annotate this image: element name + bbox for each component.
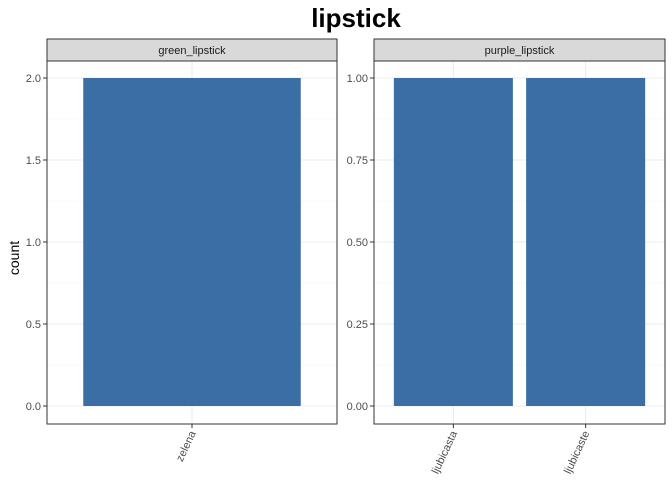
bar-ljubicasta [393,78,513,406]
facet-strip-label: green_lipstick [158,45,226,57]
facet-panel-1: purple_lipstick 0.00 0.25 0.50 0.75 1.00 ljubi… [347,38,666,476]
chart-title: lipstick [311,3,401,33]
bar-ljubicaste [526,78,646,406]
facet-panels: green_lipstick 0.0 0.5 1.0 1.5 2.0 zelena purpl… [26,38,666,476]
panel-border [46,60,338,425]
bar-zelena [83,78,301,406]
panel-border [373,60,666,425]
y-tick-label: 1.5 [26,155,41,167]
y-tick-label: 0.25 [347,319,368,331]
x-tick-label: ljubicaste [562,429,592,476]
y-tick-label: 0.00 [347,401,368,413]
y-tick-label: 0.75 [347,155,368,167]
facet-strip-label: purple_lipstick [485,45,555,57]
facet-panel-0: green_lipstick 0.0 0.5 1.0 1.5 2.0 zelena [26,38,338,464]
x-tick-label: zelena [174,428,199,463]
y-tick-label: 1.0 [26,237,41,249]
y-tick-label: 0.5 [26,319,41,331]
y-tick-label: 1.00 [347,73,368,85]
y-tick-label: 0.0 [26,401,41,413]
y-tick-label: 0.50 [347,237,368,249]
x-tick-label: ljubicasta [430,428,461,475]
y-axis-title: count [6,241,22,275]
y-tick-label: 2.0 [26,73,41,85]
